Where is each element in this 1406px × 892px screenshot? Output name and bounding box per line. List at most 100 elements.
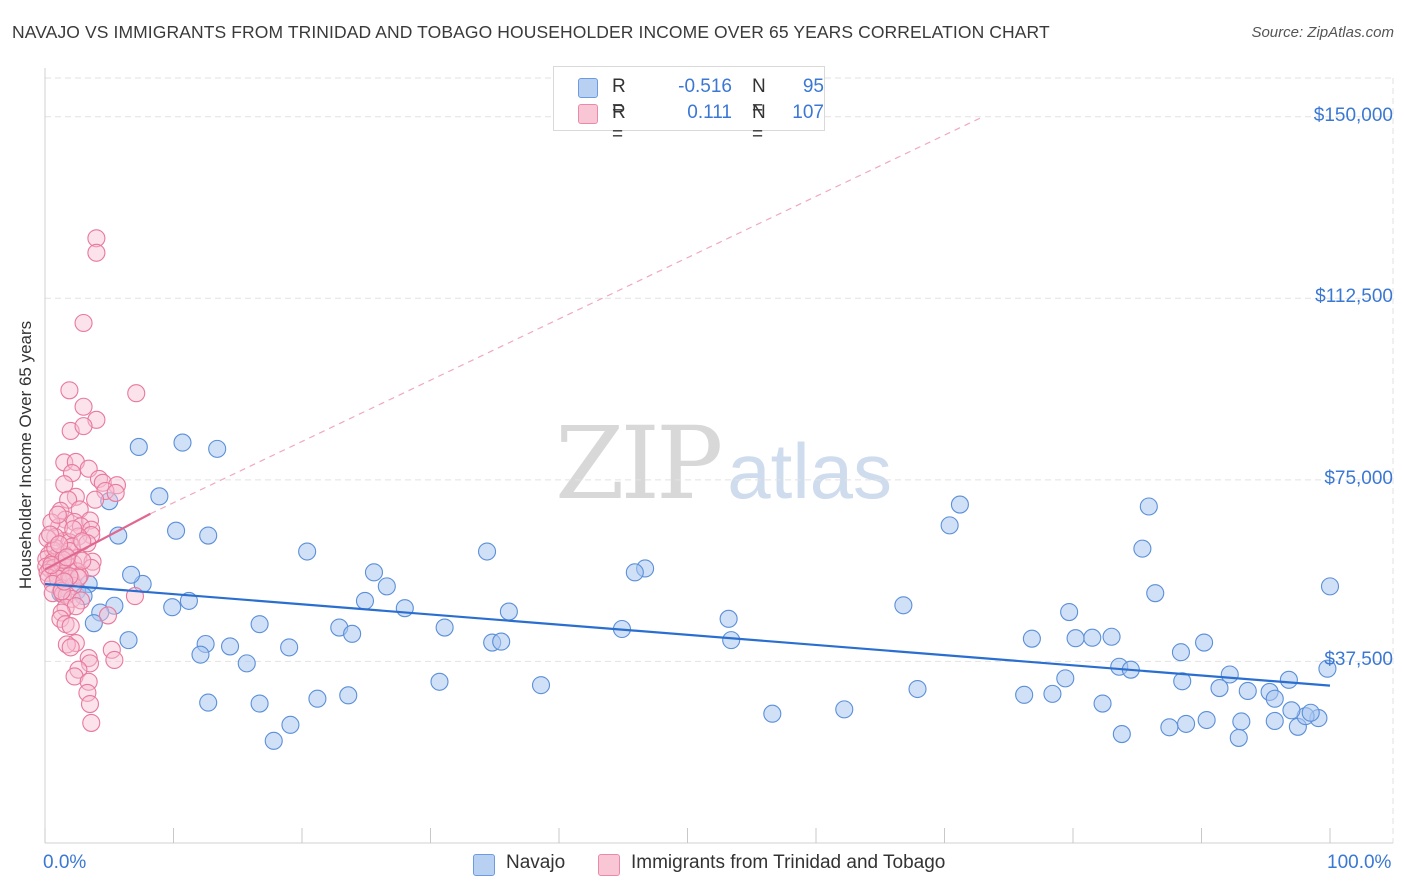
navajo-point [395, 599, 414, 618]
legend-n-label: N = [752, 102, 766, 145]
tt-point [74, 313, 93, 333]
navajo-point [1301, 703, 1320, 722]
navajo-point [430, 672, 449, 691]
bottom-legend-swatch-tt [598, 854, 620, 876]
navajo-point [199, 526, 218, 545]
tt-point [87, 229, 106, 248]
navajo-point [1282, 701, 1301, 720]
x-tick-label-min: 0.0% [43, 852, 87, 873]
navajo-point [1015, 685, 1034, 704]
navajo-point [199, 693, 218, 712]
tt-points [37, 229, 146, 732]
y-tick-label: $37,500 [1324, 649, 1393, 671]
navajo-point [950, 495, 969, 514]
navajo-point [364, 563, 384, 582]
bottom-legend-label-navajo: Navajo [506, 852, 566, 873]
navajo-point [280, 638, 299, 657]
navajo-point [1133, 539, 1152, 558]
navajo-point [1197, 710, 1216, 730]
tt-point [107, 476, 127, 495]
tt-point [61, 617, 80, 636]
navajo-point [531, 676, 551, 695]
navajo-point [1093, 694, 1112, 713]
y-tick-label: $112,500 [1315, 286, 1393, 308]
navajo-point [119, 631, 138, 650]
tt-trend-solid [44, 512, 151, 571]
axes [44, 68, 1393, 844]
navajo-point [1238, 681, 1257, 701]
navajo-point [719, 609, 738, 628]
navajo-point [1043, 684, 1062, 703]
navajo-point [377, 577, 396, 596]
tt-point [80, 511, 100, 530]
legend-n-label: N = [752, 76, 766, 119]
navajo-trend-line [44, 582, 1331, 687]
tt-point [51, 609, 70, 628]
navajo-point [281, 715, 300, 734]
y-tick-label: $150,000 [1313, 104, 1393, 126]
navajo-point [908, 679, 927, 699]
navajo-point [763, 704, 782, 723]
tt-point [105, 650, 124, 670]
tt-point [52, 603, 71, 622]
navajo-point [894, 596, 913, 615]
navajo-point [1232, 712, 1251, 731]
navajo-point [84, 614, 103, 633]
tt-point [74, 417, 93, 436]
navajo-point [1195, 633, 1214, 652]
legend-n-value: 107 [792, 102, 824, 123]
navajo-point [1056, 669, 1075, 688]
navajo-point [1265, 689, 1284, 708]
legend-r-value: -0.516 [678, 76, 732, 97]
navajo-point [308, 689, 327, 708]
navajo-point [1265, 711, 1284, 731]
navajo-point [163, 598, 182, 617]
navajo-point [940, 516, 959, 535]
navajo-point [339, 686, 358, 705]
navajo-point [722, 631, 741, 650]
tt-point [73, 551, 92, 570]
bottom-legend-label-tt: Immigrants from Trinidad and Tobago [631, 852, 946, 873]
navajo-point [435, 618, 454, 637]
navajo-point [1060, 602, 1079, 622]
navajo-point [208, 439, 227, 458]
tt-point [127, 384, 146, 403]
tt-point [86, 490, 105, 509]
chart-title: NAVAJO VS IMMIGRANTS FROM TRINIDAD AND T… [12, 22, 1050, 42]
tt-point [80, 694, 100, 714]
navajo-point [1112, 725, 1131, 744]
tt-point [55, 572, 74, 591]
source-label: Source: ZipAtlas.com [1251, 24, 1394, 41]
navajo-point [1173, 672, 1192, 691]
navajo-point [1320, 577, 1340, 596]
watermark-atlas: atlas [727, 427, 893, 515]
navajo-point [250, 615, 269, 634]
navajo-point [1139, 497, 1158, 516]
legend-r-label: R = [612, 102, 626, 145]
tt-point [64, 520, 83, 539]
navajo-point [1083, 628, 1102, 647]
navajo-point [1160, 718, 1179, 737]
trend-lines [150, 116, 984, 515]
tt-point [60, 381, 79, 400]
navajo-point [835, 700, 854, 719]
navajo-point [150, 487, 169, 506]
navajo-point [1171, 643, 1190, 662]
navajo-point [167, 521, 186, 540]
navajo-point [237, 654, 256, 673]
legend-swatch-tt [578, 104, 598, 124]
navajo-point [625, 563, 644, 582]
tt-point [98, 606, 118, 625]
navajo-point [1102, 627, 1121, 646]
legend-r-label: R = [612, 76, 626, 119]
tt-point [74, 397, 93, 416]
tt-point [65, 667, 84, 686]
watermark-zip: ZIP [555, 405, 723, 522]
tt-point [48, 505, 67, 524]
x-tick-label-max: 100.0% [1327, 852, 1392, 873]
navajo-point [264, 731, 283, 750]
tt-point [60, 567, 79, 586]
navajo-point [343, 624, 362, 643]
navajo-point [298, 542, 317, 561]
